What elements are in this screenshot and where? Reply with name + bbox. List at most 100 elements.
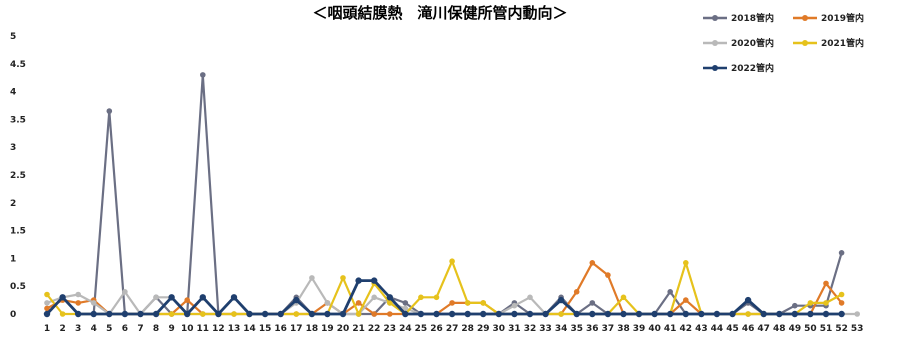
x-tick-label: 40 [648,324,661,334]
data-point [200,72,206,78]
x-tick-label: 33 [539,324,552,334]
y-axis-ticks: 0 0.5 1 1.5 2 2.5 3 3.5 4 4.5 5 [10,32,26,320]
data-point [745,311,751,317]
data-point [387,311,393,317]
series-2 [44,260,845,317]
data-point [511,310,518,318]
legend-item: 2020管内 [703,37,774,49]
data-point [683,260,689,266]
data-point [480,300,487,306]
x-tick-label: 51 [820,324,833,334]
data-point [44,291,50,298]
x-tick-label: 30 [493,324,506,334]
x-tick-label: 36 [586,324,599,334]
x-tick-label: 52 [835,324,848,334]
data-point [59,294,66,301]
data-point [620,294,627,301]
data-point [402,300,409,306]
data-point [776,310,783,318]
data-point [43,310,51,318]
data-point [433,294,440,301]
data-point [838,250,845,256]
x-tick-label: 22 [368,324,381,334]
x-tick-label: 15 [259,324,272,334]
data-point [651,310,658,318]
legend-label: 2021管内 [821,37,864,49]
data-point [620,310,627,318]
y-tick-label: 3.5 [10,115,26,125]
data-point [355,277,362,284]
data-point [838,310,845,318]
y-tick-label: 1 [10,254,16,264]
data-point [573,310,580,318]
data-point [527,294,533,301]
x-tick-label: 46 [742,324,755,334]
data-point [246,310,253,318]
data-point [371,277,378,284]
x-tick-label: 47 [757,324,770,334]
y-tick-label: 1.5 [10,227,26,237]
series-line [46,261,843,316]
y-tick-label: 2.5 [10,171,26,181]
x-tick-label: 14 [243,324,256,334]
data-point [823,280,829,287]
series-line [46,260,843,316]
x-tick-label: 53 [851,324,864,334]
data-point [573,289,580,295]
x-tick-label: 38 [617,324,630,334]
data-point [791,310,798,318]
data-point [215,310,222,318]
data-point [293,311,300,317]
data-point [807,300,814,306]
y-tick-label: 5 [10,32,16,42]
data-point [168,311,175,317]
x-tick-label: 23 [383,324,396,334]
x-tick-label: 43 [695,324,708,334]
data-point [184,297,190,303]
x-tick-label: 7 [137,324,143,334]
chart-title: ＜咽頭結膜熱 滝川保健所管内動向＞ [312,4,567,22]
data-point [542,310,549,318]
data-point [433,310,440,318]
data-point [137,310,144,318]
data-point [44,305,50,312]
data-point [152,310,160,318]
x-tick-label: 49 [789,324,802,334]
series-group [43,72,860,318]
data-point [340,275,346,281]
data-point [324,300,331,306]
data-point [822,310,830,318]
data-point [511,302,518,309]
x-tick-label: 26 [430,324,443,334]
x-tick-label: 4 [91,324,97,334]
data-point [75,310,82,318]
data-point [604,310,612,318]
data-point [387,300,393,306]
data-point [589,310,596,318]
data-point [729,310,736,318]
x-tick-label: 31 [508,324,521,334]
x-tick-label: 11 [197,324,210,334]
legend-label: 2020管内 [731,37,774,49]
data-point [698,310,705,318]
x-tick-label: 25 [415,324,428,334]
legend-label: 2022管内 [731,62,774,74]
x-tick-label: 5 [106,324,112,334]
x-tick-label: 29 [477,324,490,334]
series-line [46,276,858,316]
data-point [402,310,409,318]
data-point [309,275,315,281]
data-point [75,300,81,306]
y-tick-label: 0 [10,310,16,320]
data-point [122,289,128,295]
data-point [838,300,845,306]
data-point [386,294,393,301]
data-point [75,291,81,298]
data-point [495,310,502,318]
data-point [277,310,284,318]
legend-item: 2019管内 [793,12,864,24]
data-point [417,310,425,318]
x-tick-label: 1 [44,324,50,334]
data-point [308,310,316,318]
x-tick-label: 12 [212,324,225,334]
